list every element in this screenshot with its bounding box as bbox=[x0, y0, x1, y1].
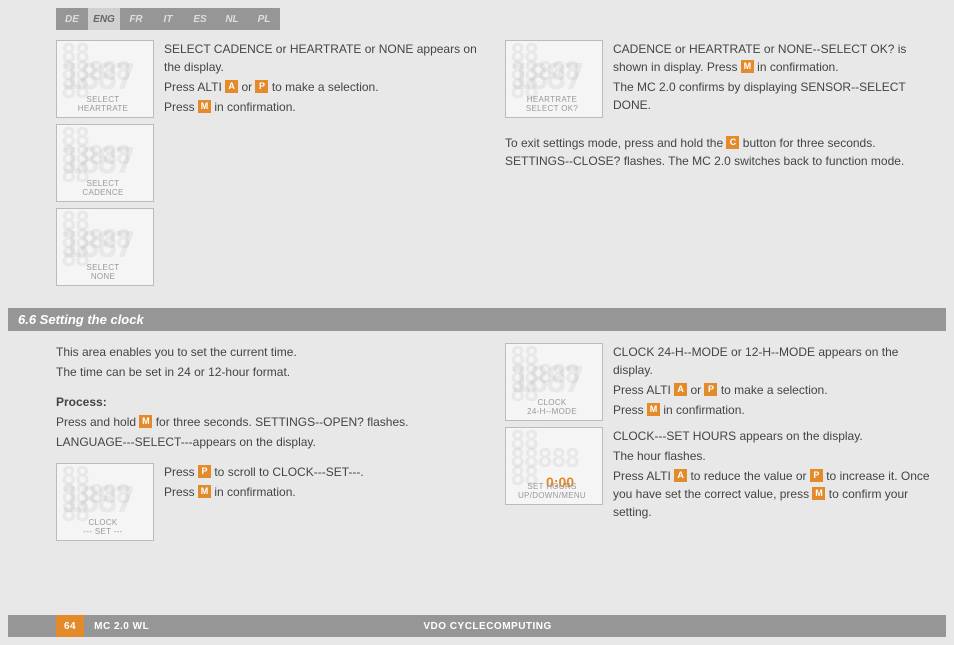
text: in confirmation. bbox=[660, 403, 745, 417]
lcd-heartrate-select-ok: 88 88888 881887 HEARTRATE SELECT OK? bbox=[505, 40, 603, 118]
instruction-text: CLOCK---SET HOURS appears on the display… bbox=[613, 427, 934, 523]
key-p-icon: P bbox=[198, 465, 211, 478]
lang-tab-pl[interactable]: PL bbox=[248, 8, 280, 30]
lcd-label: SELECT HEARTRATE bbox=[57, 96, 149, 114]
lang-tab-eng[interactable]: ENG bbox=[88, 8, 120, 30]
lcd-set-hours: 88 88888 88 0:00 SET HOURS UP/DOWN/MENU bbox=[505, 427, 603, 505]
key-p-icon: P bbox=[704, 383, 717, 396]
exit-instruction: To exit settings mode, press and hold th… bbox=[505, 134, 934, 170]
text: The time can be set in 24 or 12-hour for… bbox=[56, 365, 290, 379]
text: Press ALTI bbox=[164, 80, 225, 94]
text: Press bbox=[613, 403, 647, 417]
key-m-icon: M bbox=[198, 485, 211, 498]
text: to scroll to CLOCK---SET---. bbox=[211, 465, 364, 479]
text: Press ALTI bbox=[613, 469, 674, 483]
brand-name: VDO CYCLECOMPUTING bbox=[89, 621, 886, 632]
text: Press bbox=[164, 100, 198, 114]
text: LANGUAGE---SELECT---appears on the displ… bbox=[56, 435, 316, 449]
text: This area enables you to set the current… bbox=[56, 345, 297, 359]
text: The hour flashes. bbox=[613, 449, 706, 463]
lcd-label: SELECT CADENCE bbox=[57, 180, 149, 198]
text: to make a selection. bbox=[717, 383, 827, 397]
process-label: Process: bbox=[56, 395, 107, 409]
key-m-icon: M bbox=[198, 100, 211, 113]
lcd-select-cadence: 88 88888 881887 SELECT CADENCE bbox=[56, 124, 154, 202]
lcd-label: CLOCK 24-H--MODE bbox=[506, 399, 598, 417]
text: to make a selection. bbox=[268, 80, 378, 94]
text: for three seconds. SETTINGS--OPEN? flash… bbox=[152, 415, 408, 429]
text: To exit settings mode, press and hold th… bbox=[505, 136, 726, 150]
lcd-select-heartrate: 88 88888 881887 SELECT HEARTRATE bbox=[56, 40, 154, 118]
text: The MC 2.0 confirms by displaying SENSOR… bbox=[613, 80, 906, 112]
key-p-icon: P bbox=[810, 469, 823, 482]
key-m-icon: M bbox=[812, 487, 825, 500]
key-a-icon: A bbox=[674, 383, 687, 396]
text: to reduce the value or bbox=[687, 469, 810, 483]
text: in confirmation. bbox=[211, 100, 296, 114]
instruction-text: CADENCE or HEARTRATE or NONE--SELECT OK?… bbox=[613, 40, 934, 116]
lcd-select-none: 88 88888 881887 SELECT NONE bbox=[56, 208, 154, 286]
lang-tab-es[interactable]: ES bbox=[184, 8, 216, 30]
lang-tab-de[interactable]: DE bbox=[56, 8, 88, 30]
lcd-label: CLOCK --- SET --- bbox=[57, 519, 149, 537]
text: CLOCK 24-H--MODE or 12-H--MODE appears o… bbox=[613, 345, 898, 377]
text: in confirmation. bbox=[754, 60, 839, 74]
key-p-icon: P bbox=[255, 80, 268, 93]
key-c-icon: C bbox=[726, 136, 739, 149]
lcd-label: SELECT NONE bbox=[57, 264, 149, 282]
text: Press bbox=[164, 485, 198, 499]
text: Press bbox=[164, 465, 198, 479]
lcd-clock-set: 88 88888 881887 CLOCK --- SET --- bbox=[56, 463, 154, 541]
page-number: 64 bbox=[56, 615, 84, 637]
text: Press and hold bbox=[56, 415, 139, 429]
key-a-icon: A bbox=[674, 469, 687, 482]
text: CLOCK---SET HOURS appears on the display… bbox=[613, 429, 863, 443]
lang-tab-it[interactable]: IT bbox=[152, 8, 184, 30]
page-footer: 64 MC 2.0 WL VDO CYCLECOMPUTING bbox=[8, 615, 946, 637]
language-tabs: DE ENG FR IT ES NL PL bbox=[8, 8, 946, 30]
clock-intro: This area enables you to set the current… bbox=[56, 343, 485, 451]
text: Press ALTI bbox=[613, 383, 674, 397]
instruction-text: Press P to scroll to CLOCK---SET---. Pre… bbox=[164, 463, 364, 503]
lang-tab-nl[interactable]: NL bbox=[216, 8, 248, 30]
lang-tab-fr[interactable]: FR bbox=[120, 8, 152, 30]
section-heading: 6.6 Setting the clock bbox=[8, 308, 946, 331]
lcd-label: HEARTRATE SELECT OK? bbox=[506, 96, 598, 114]
instruction-text: SELECT CADENCE or HEARTRATE or NONE appe… bbox=[164, 40, 485, 118]
lcd-clock-24h-mode: 88 88888 881887 CLOCK 24-H--MODE bbox=[505, 343, 603, 421]
text: in confirmation. bbox=[211, 485, 296, 499]
key-m-icon: M bbox=[741, 60, 754, 73]
text: or bbox=[687, 383, 704, 397]
text: SELECT CADENCE or HEARTRATE or NONE appe… bbox=[164, 42, 477, 74]
key-m-icon: M bbox=[647, 403, 660, 416]
key-m-icon: M bbox=[139, 415, 152, 428]
text: or bbox=[238, 80, 255, 94]
key-a-icon: A bbox=[225, 80, 238, 93]
instruction-text: CLOCK 24-H--MODE or 12-H--MODE appears o… bbox=[613, 343, 934, 421]
lcd-label: SET HOURS UP/DOWN/MENU bbox=[506, 483, 598, 501]
